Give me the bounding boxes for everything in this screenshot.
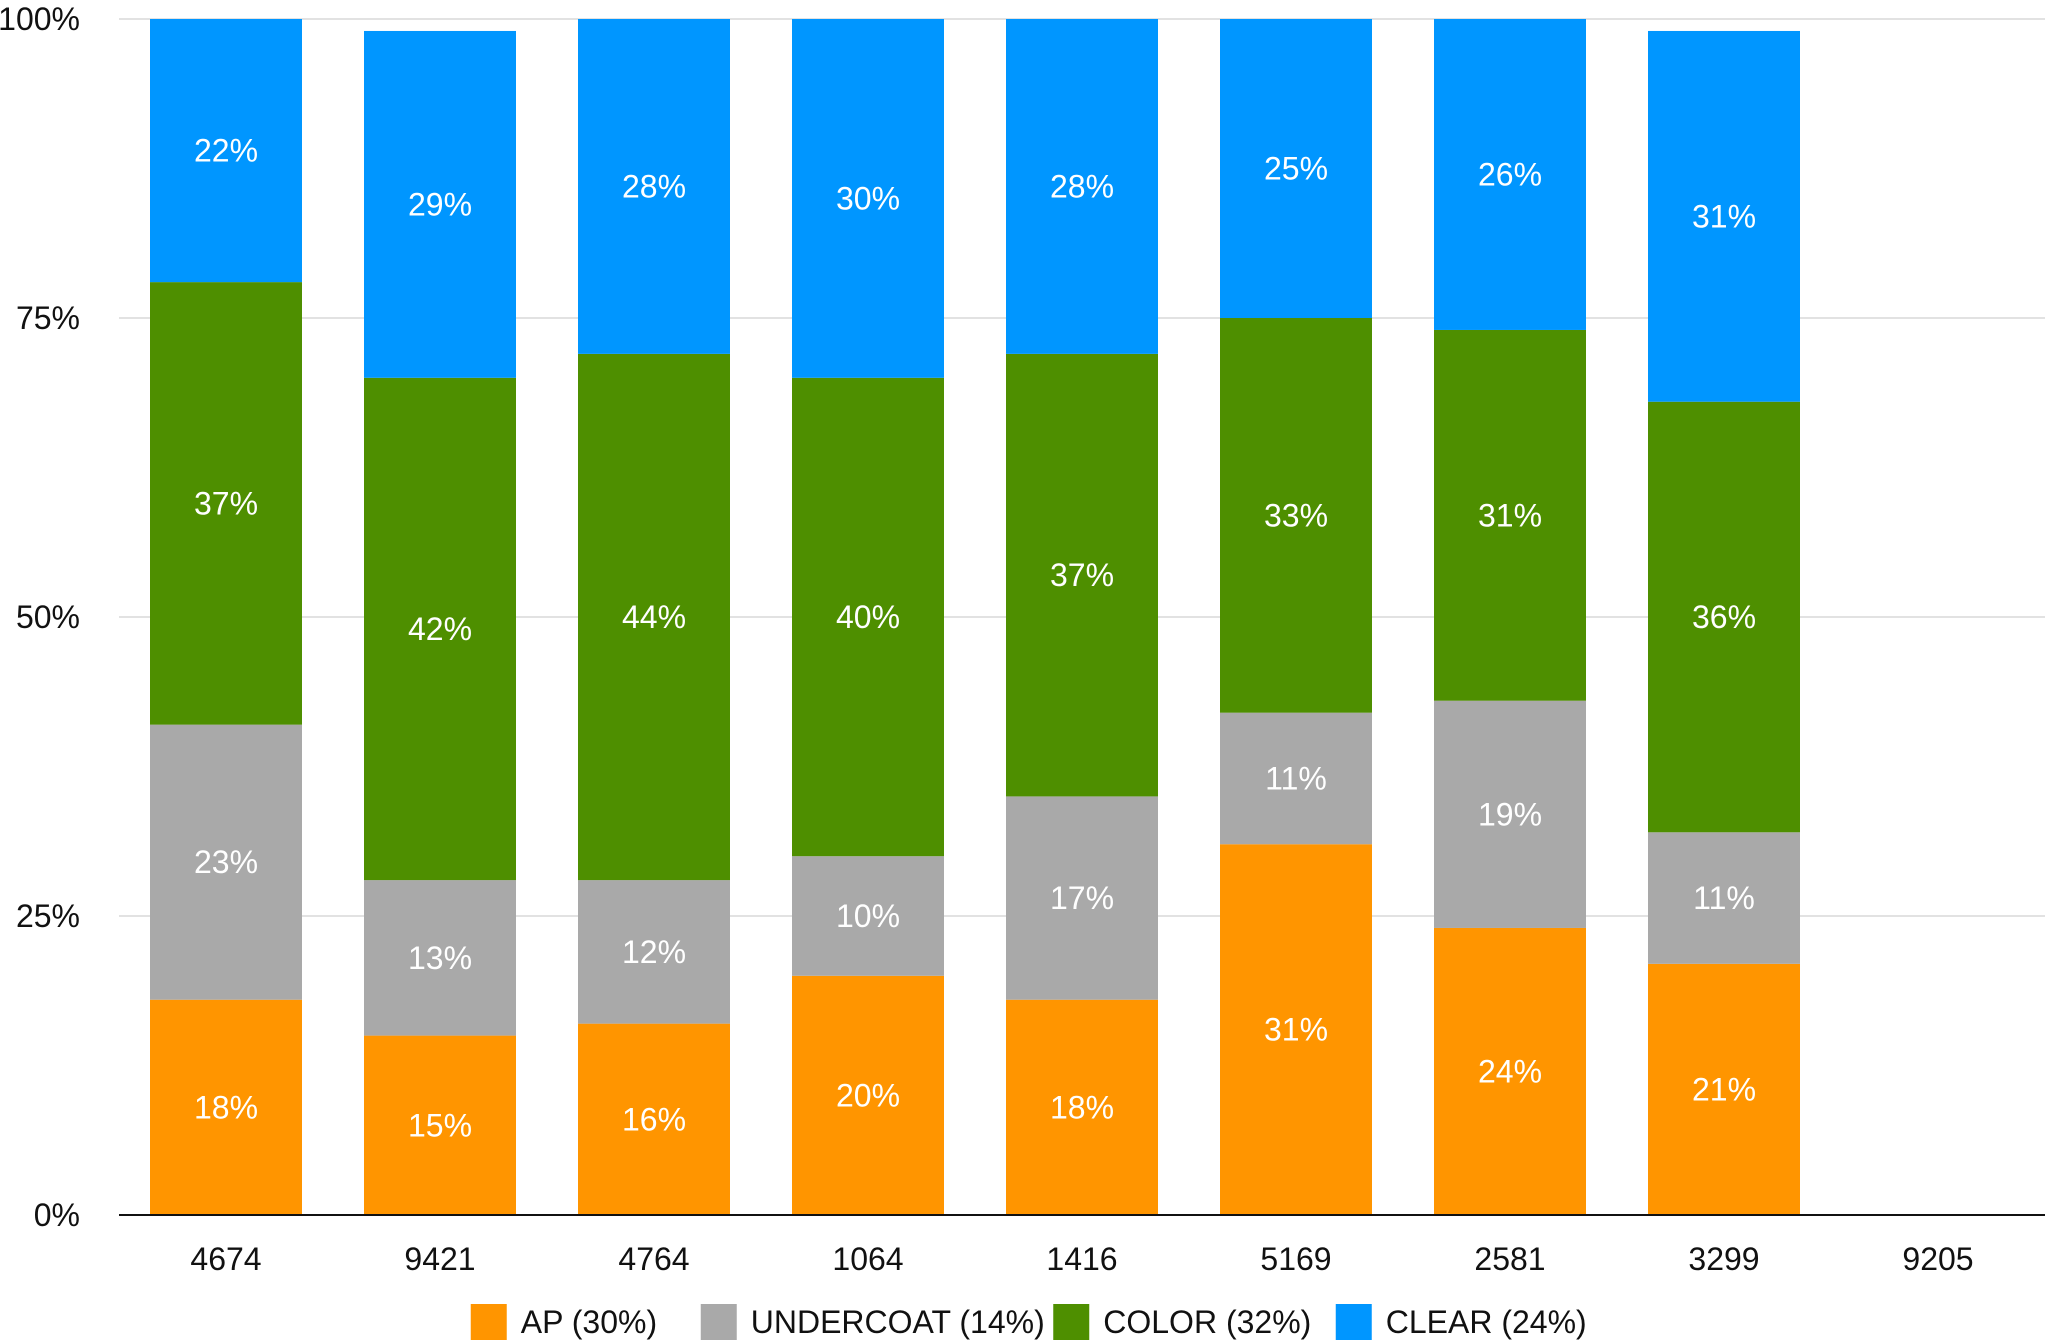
bar-segment (578, 880, 730, 1024)
bar-segment (578, 353, 730, 881)
legend-label: AP (30%) (521, 1304, 657, 1340)
x-tick-label: 9205 (1902, 1241, 1973, 1277)
data-label: 36% (1692, 599, 1756, 635)
data-label: 31% (1692, 198, 1756, 234)
data-label: 18% (194, 1089, 258, 1125)
bar-segment (150, 724, 302, 1000)
bar-segment (1434, 329, 1586, 701)
legend-label: UNDERCOAT (14%) (751, 1304, 1045, 1340)
bar-segment (578, 1023, 730, 1215)
data-label: 26% (1478, 156, 1542, 192)
legend-swatch (700, 1304, 737, 1340)
y-tick-label: 0% (34, 1197, 80, 1233)
bar-segment (792, 19, 944, 378)
bar-segment (1648, 963, 1800, 1215)
data-label: 31% (1264, 1012, 1328, 1048)
legend-swatch (1053, 1304, 1090, 1340)
legend-label: CLEAR (24%) (1386, 1304, 1587, 1340)
x-tick-label: 3299 (1688, 1241, 1759, 1277)
bar-segment (1434, 19, 1586, 330)
data-label: 21% (1692, 1071, 1756, 1107)
x-tick-label: 5169 (1260, 1241, 1331, 1277)
data-label: 28% (1050, 168, 1114, 204)
data-label: 33% (1264, 497, 1328, 533)
data-label: 17% (1050, 880, 1114, 916)
bar-segment (1434, 700, 1586, 928)
x-tick-label: 4764 (618, 1241, 689, 1277)
x-tick-label: 9421 (404, 1241, 475, 1277)
bar-segment (1220, 712, 1372, 845)
data-label: 25% (1264, 151, 1328, 187)
bar-segment (1648, 30, 1800, 402)
data-label: 31% (1478, 497, 1542, 533)
data-label: 44% (622, 599, 686, 635)
bar-segment (1006, 796, 1158, 1000)
bar-segment (1220, 19, 1372, 318)
data-label: 16% (622, 1101, 686, 1137)
bar-segment (364, 377, 516, 881)
data-label: 22% (194, 133, 258, 169)
x-tick-label: 4674 (190, 1241, 261, 1277)
bar-segment (364, 30, 516, 378)
data-label: 23% (194, 844, 258, 880)
data-label: 42% (408, 611, 472, 647)
bar-segment (792, 975, 944, 1215)
data-label: 13% (408, 940, 472, 976)
y-tick-label: 50% (16, 599, 80, 635)
bar-segment (1220, 844, 1372, 1215)
bar-segment (578, 19, 730, 354)
bar-segment (1220, 318, 1372, 713)
bar-segment (1648, 401, 1800, 833)
data-label: 18% (1050, 1089, 1114, 1125)
legend-swatch (470, 1304, 507, 1340)
data-label: 15% (408, 1107, 472, 1143)
y-tick-label: 75% (16, 300, 80, 336)
data-label: 30% (836, 180, 900, 216)
data-label: 12% (622, 934, 686, 970)
legend-label: COLOR (32%) (1103, 1304, 1311, 1340)
bar-segment (792, 377, 944, 857)
bar-segment (364, 880, 516, 1036)
bar-segment (1434, 927, 1586, 1215)
bar-segment (1006, 353, 1158, 797)
bar-segment (150, 282, 302, 725)
bar-segment (150, 19, 302, 283)
y-tick-label: 25% (16, 898, 80, 934)
data-label: 37% (1050, 557, 1114, 593)
data-label: 20% (836, 1077, 900, 1113)
data-label: 29% (408, 186, 472, 222)
data-label: 24% (1478, 1053, 1542, 1089)
data-label: 40% (836, 599, 900, 635)
y-tick-label: 100% (0, 1, 80, 37)
bar-segment (1006, 19, 1158, 354)
data-label: 37% (194, 485, 258, 521)
bar-segment (364, 1035, 516, 1215)
data-label: 28% (622, 168, 686, 204)
data-label: 10% (836, 898, 900, 934)
x-tick-label: 2581 (1474, 1241, 1545, 1277)
x-tick-label: 1416 (1046, 1241, 1117, 1277)
bar-segment (1006, 999, 1158, 1215)
bar-segment (792, 856, 944, 976)
bar-segment (150, 999, 302, 1215)
x-tick-label: 1064 (832, 1241, 903, 1277)
legend-swatch (1335, 1304, 1372, 1340)
bar-segment (1648, 832, 1800, 964)
data-label: 19% (1478, 796, 1542, 832)
data-label: 11% (1265, 760, 1327, 796)
data-label: 11% (1693, 880, 1755, 916)
